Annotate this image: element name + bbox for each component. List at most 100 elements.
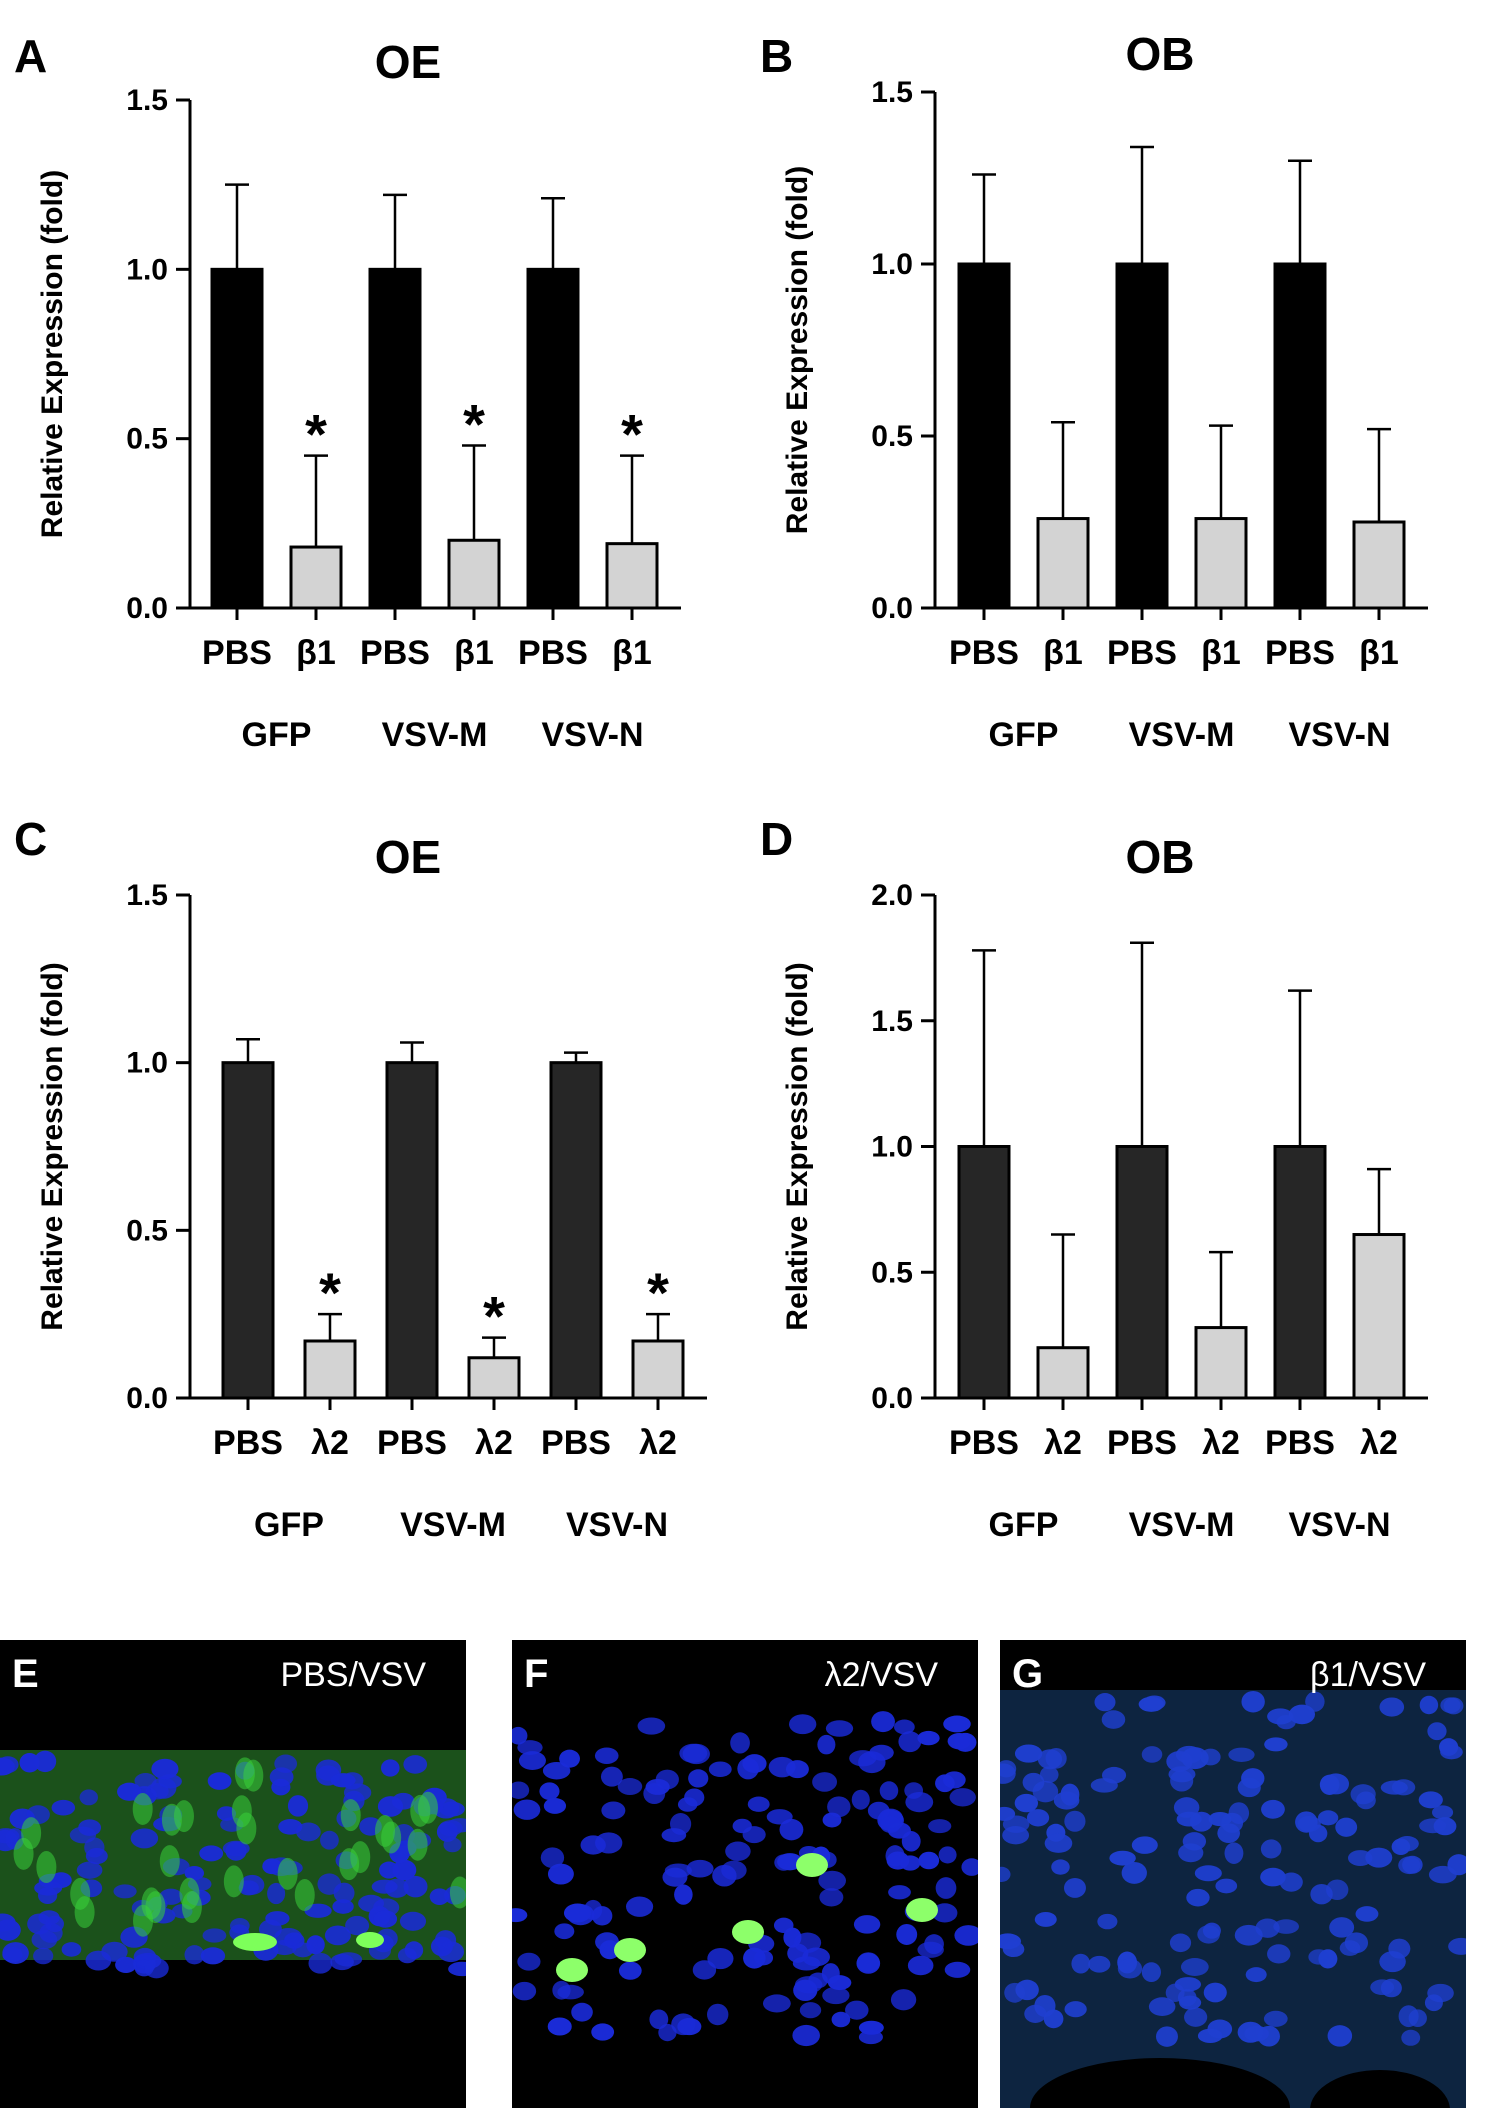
nucleus [818,1870,846,1891]
nucleus [1141,1962,1161,1982]
nucleus [539,1782,560,1801]
nucleus [306,1935,325,1955]
nucleus [542,1761,571,1780]
nucleus [267,1882,286,1905]
gfp-cell [277,1857,298,1890]
nucleus [1197,2028,1223,2044]
gfp-cell [374,1814,395,1847]
nucleus [742,1826,766,1844]
panel-letter: A [14,30,47,82]
micrograph-e: E PBS/VSV [0,1640,466,2108]
nucleus [938,1846,957,1864]
nucleus [827,1796,851,1818]
nucleus [262,1858,282,1875]
nucleus [662,1867,688,1887]
nucleus [601,1801,626,1820]
nucleus [944,1961,971,1978]
x-tick-label: PBS [1265,634,1335,672]
nucleus [566,1904,595,1926]
gfp-cell [906,1898,938,1922]
nucleus [1305,1691,1325,1712]
x-tick-label: λ2 [1044,1424,1082,1462]
nucleus [278,1818,303,1835]
nucleus [392,1859,417,1881]
nucleus [1203,1982,1227,2003]
x-tick-label: β1 [612,634,652,672]
gfp-cell [339,1848,360,1881]
nucleus [785,1760,809,1779]
nucleus [559,1749,580,1768]
nucleus [1000,1866,1011,1882]
nucleus [1424,1994,1443,2012]
nucleus [954,1925,978,1946]
nucleus [1432,1805,1454,1820]
nucleus [649,2009,669,2030]
nucleus [594,1747,619,1764]
gfp-cell [556,1958,588,1982]
nucleus [513,1799,541,1820]
nucleus [429,1888,450,1905]
nucleus [1215,1878,1238,1894]
nucleus [808,1972,828,1989]
nucleus [901,1831,921,1852]
nucleus [512,1726,528,1745]
micrograph-g: G β1/VSV [1000,1640,1466,2108]
nucleus [76,1861,103,1879]
nucleus [333,1882,355,1904]
y-tick-label: 0.0 [871,1382,913,1415]
nucleus [447,1818,466,1833]
x-tick-label: PBS [949,1424,1019,1462]
gfp-cell [243,1759,264,1792]
nucleus [1014,1793,1039,1813]
nucleus [2,1946,23,1963]
nucleus [1051,1859,1070,1875]
nucleus [1148,1997,1176,2017]
nucleus [858,2020,884,2035]
nucleus [789,1714,817,1735]
nucleus [1224,1842,1244,1864]
bar [467,1356,521,1400]
nucleus [200,1947,226,1965]
bar [1273,262,1327,610]
gfp-cell [449,1876,466,1909]
nucleus [1260,1839,1282,1859]
bar [1352,520,1406,610]
bar [1036,1346,1090,1400]
y-tick-label: 1.5 [126,879,168,912]
nucleus [403,1875,428,1898]
panel-letter: B [760,30,793,82]
nucleus [1398,1856,1421,1875]
nucleus [1263,2010,1288,2027]
nucleus [1350,1784,1376,1805]
nucleus [853,1915,881,1934]
x-tick-label: PBS [518,634,588,672]
y-tick-label: 1.5 [126,84,168,117]
nucleus [591,2023,615,2041]
nucleus [871,1711,895,1733]
gfp-cell [70,1877,91,1910]
nucleus [932,1903,958,1923]
y-axis-label: Relative Expression (fold) [781,962,814,1330]
bar [289,545,343,610]
significance-marker: * [647,1261,669,1324]
nucleus [1440,1744,1463,1760]
nucleus [1024,2004,1047,2023]
nucleus [600,1766,623,1787]
gfp-cell [796,1853,828,1877]
nucleus [404,1941,424,1960]
nucleus [712,1864,737,1887]
x-tick-label: λ2 [311,1424,349,1462]
nucleus [1032,1780,1059,1803]
nucleus [658,2023,677,2042]
nucleus [1401,2029,1421,2046]
nucleus [0,1757,15,1776]
nucleus [935,1877,957,1899]
y-tick-label: 1.0 [126,253,168,286]
significance-marker: * [305,403,327,466]
y-axis-label: Relative Expression (fold) [36,962,69,1330]
x-tick-label: PBS [213,1424,283,1462]
nucleus [1308,1824,1328,1843]
gfp-cell [132,1793,153,1826]
nucleus [595,1932,619,1952]
nucleus [1355,1906,1379,1922]
